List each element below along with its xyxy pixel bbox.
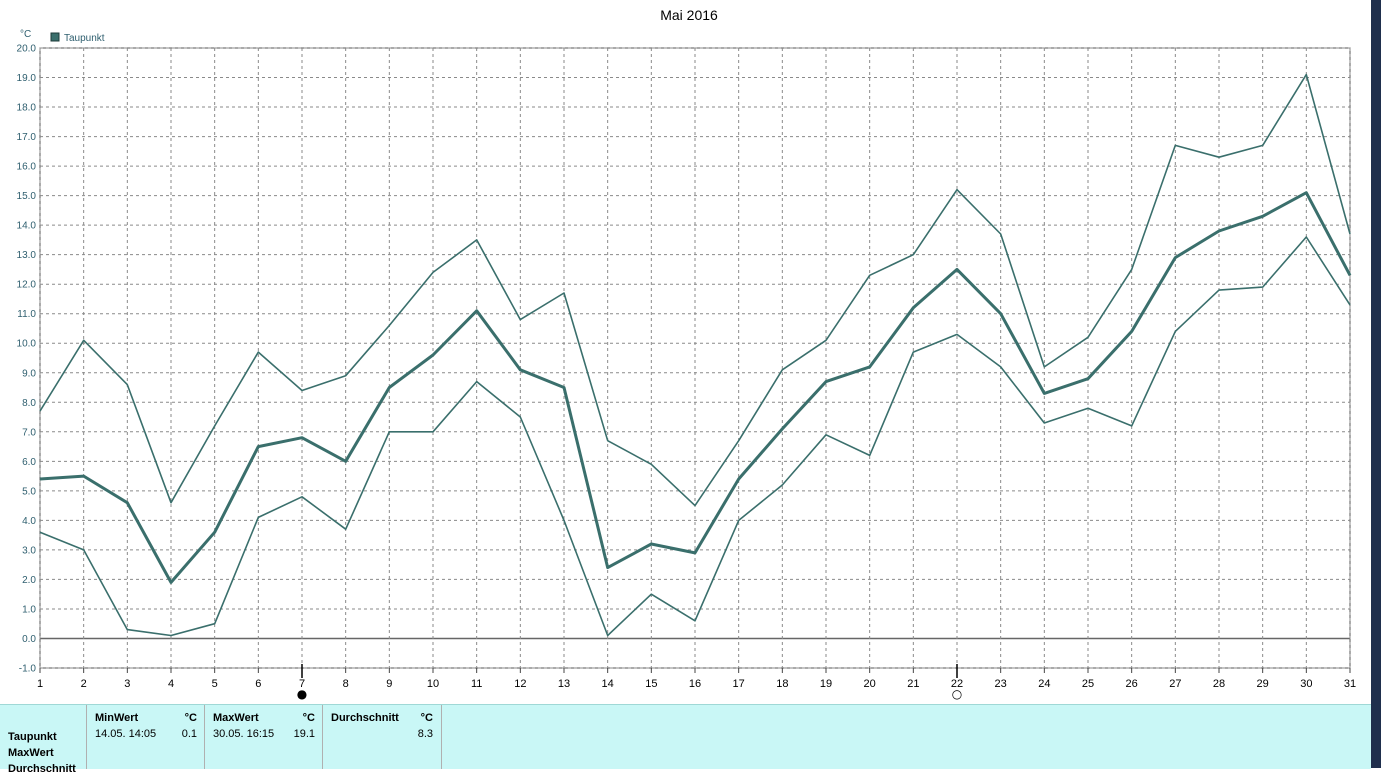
column-time: 14.05. 14:05 [95, 728, 157, 740]
x-tick-label: 28 [1213, 678, 1225, 690]
row-label-taupunkt: Taupunkt [8, 731, 57, 743]
x-tick-label: 5 [212, 678, 218, 690]
column-header: MinWert [95, 712, 139, 724]
x-tick-label: 16 [689, 678, 701, 690]
x-tick-label: 27 [1169, 678, 1181, 690]
x-tick-label: 1 [37, 678, 43, 690]
column-time: 30.05. 16:15 [213, 728, 275, 740]
y-tick-label: 16.0 [17, 162, 37, 173]
y-tick-label: 8.0 [22, 398, 36, 409]
column-minwert: MinWert °C 14.05. 14:05 0.1 [86, 705, 205, 769]
column-unit: °C [420, 712, 433, 724]
x-tick-label: 26 [1126, 678, 1138, 690]
column-header: MaxWert [213, 712, 259, 724]
x-tick-label: 12 [514, 678, 526, 690]
x-tick-label: 31 [1344, 678, 1356, 690]
x-tick-label: 15 [645, 678, 657, 690]
moon-phase-icon: ● [297, 687, 307, 701]
x-tick-label: 24 [1038, 678, 1050, 690]
column-unit: °C [184, 712, 197, 724]
column-maxwert: MaxWert °C 30.05. 16:15 19.1 [204, 705, 323, 769]
y-tick-label: 9.0 [22, 368, 36, 379]
y-tick-label: 14.0 [17, 221, 37, 232]
x-tick-label: 7 [299, 678, 305, 690]
x-tick-label: 13 [558, 678, 570, 690]
row-label-maxwert: MaxWert [8, 747, 54, 759]
row-label-durchschnitt: Durchschnitt [8, 763, 76, 775]
chart-title: Mai 2016 [660, 7, 718, 23]
legend-swatch [50, 32, 60, 42]
y-tick-label: 17.0 [17, 132, 37, 143]
y-tick-label: 12.0 [17, 280, 37, 291]
x-tick-label: 10 [427, 678, 439, 690]
y-tick-label: 19.0 [17, 73, 37, 84]
x-tick-label: 25 [1082, 678, 1094, 690]
y-tick-label: 3.0 [22, 545, 36, 556]
x-tick-label: 6 [255, 678, 261, 690]
y-tick-label: 15.0 [17, 191, 37, 202]
x-tick-label: 19 [820, 678, 832, 690]
y-tick-label: 13.0 [17, 250, 37, 261]
chart: Mai 2016 °C Taupunkt -1.0 0.0 1.0 2.0 3.0 4.0… [17, 7, 1357, 701]
legend-label: Taupunkt [64, 33, 105, 44]
series-line-max [39, 73, 1351, 507]
y-tick-label: -1.0 [19, 664, 37, 675]
y-tick-label: 6.0 [22, 457, 36, 468]
y-tick-label: 7.0 [22, 427, 36, 438]
x-tick-label: 18 [776, 678, 788, 690]
column-unit: °C [302, 712, 315, 724]
column-header: Durchschnitt [331, 712, 399, 724]
y-tick-label: 18.0 [17, 103, 37, 114]
column-value: 8.3 [417, 728, 433, 740]
x-tick-label: 9 [386, 678, 392, 690]
x-tick-label: 20 [864, 678, 876, 690]
x-tick-label: 29 [1257, 678, 1269, 690]
x-tick-label: 30 [1300, 678, 1312, 690]
x-tick-label: 8 [343, 678, 349, 690]
y-tick-label: 0.0 [22, 634, 36, 645]
y-tick-label: 5.0 [22, 486, 36, 497]
x-tick-label: 17 [733, 678, 745, 690]
y-tick-label: 4.0 [22, 516, 36, 527]
x-tick-label: 11 [471, 678, 482, 690]
column-value: 0.1 [181, 728, 197, 740]
y-tick-label: 10.0 [17, 339, 37, 350]
y-tick-label: 2.0 [22, 575, 36, 586]
x-tick-label: 21 [907, 678, 919, 690]
row-labels: Taupunkt MaxWert Durchschnitt [8, 729, 76, 777]
x-tick-label: 3 [124, 678, 130, 690]
y-tick-label: 1.0 [22, 604, 36, 615]
x-tick-label: 23 [995, 678, 1007, 690]
statistics-panel: Taupunkt MaxWert Durchschnitt MinWert °C… [0, 704, 1371, 775]
column-value: 19.1 [293, 728, 315, 740]
series-line-min [39, 236, 1351, 637]
x-tick-label: 14 [602, 678, 614, 690]
window-edge [1371, 0, 1381, 768]
moon-phase-icon: ○ [952, 687, 962, 701]
column-durchschnitt: Durchschnitt °C 8.3 [322, 705, 442, 769]
y-unit-label: °C [20, 29, 31, 40]
y-tick-label: 20.0 [17, 44, 37, 55]
x-tick-label: 4 [168, 678, 174, 690]
series-line-mean [39, 191, 1352, 584]
x-tick-label: 2 [81, 678, 87, 690]
y-tick-label: 11.0 [17, 309, 36, 320]
x-tick-label: 22 [951, 678, 963, 690]
